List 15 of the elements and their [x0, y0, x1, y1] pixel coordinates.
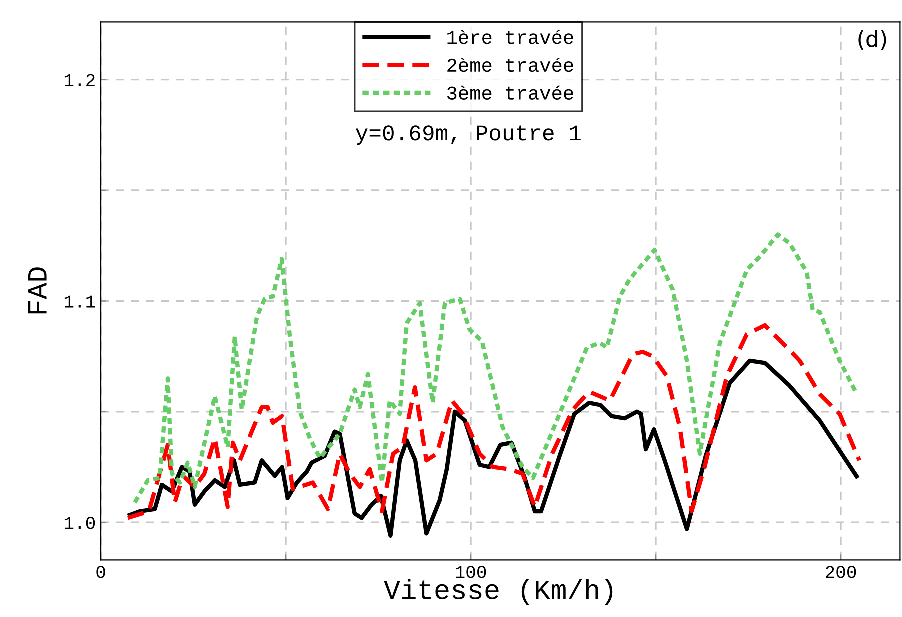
y-tick-label: 1.2 — [64, 74, 95, 86]
line-series — [132, 232, 859, 505]
x-axis-title: Vitesse (Km/h) — [384, 579, 613, 606]
x-tick-label: 200 — [826, 566, 856, 578]
line-series — [126, 323, 862, 520]
legend-label: 3ème travée — [447, 86, 574, 100]
x-tick-label: 100 — [456, 566, 486, 578]
annotation: y=0.69m, Poutre 1 — [356, 126, 581, 146]
y-tick-label: 1.0 — [64, 517, 96, 530]
legend-label: 2ème travée — [448, 58, 574, 72]
y-axis-title: FAD — [28, 268, 47, 314]
legend-label: 1ère travée — [448, 30, 574, 44]
x-tick-label: 0 — [96, 566, 106, 578]
annotation: (d) — [858, 30, 886, 50]
y-tick-label: 1.1 — [64, 296, 96, 308]
